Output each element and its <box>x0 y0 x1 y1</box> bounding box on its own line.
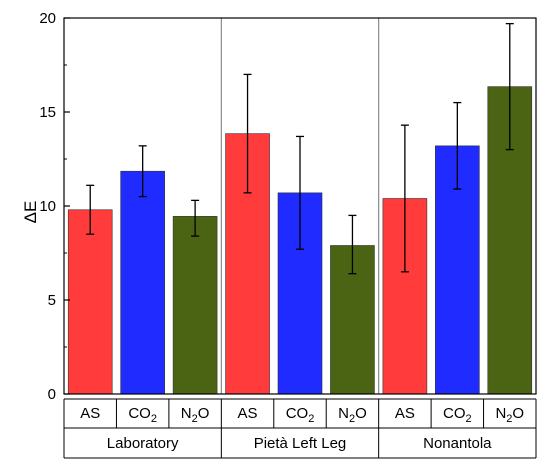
category-label: N2O <box>181 405 210 425</box>
category-label: AS <box>395 405 415 422</box>
y-tick-label: 20 <box>39 10 56 27</box>
bar <box>67 209 113 395</box>
category-label: CO2 <box>443 405 472 425</box>
y-axis-title: ΔE <box>21 201 40 224</box>
bar <box>120 170 165 395</box>
bar <box>172 216 218 395</box>
category-label: CO2 <box>286 405 315 425</box>
y-axis-title-group: ΔE <box>21 201 40 224</box>
y-tick-label: 15 <box>39 104 56 121</box>
group-label: Pietà Left Leg <box>254 435 347 452</box>
y-tick-label: 0 <box>48 386 56 403</box>
group-label: Laboratory <box>107 435 179 452</box>
axes: 0 5 10 15 20 <box>39 10 537 403</box>
category-label: CO2 <box>128 405 157 425</box>
category-label: N2O <box>495 405 524 425</box>
category-label: N2O <box>338 405 367 425</box>
category-label: AS <box>238 405 258 422</box>
y-tick-label: 10 <box>39 198 56 215</box>
group-label: Nonantola <box>423 435 492 452</box>
y-tick-label: 5 <box>48 292 56 309</box>
plot-area <box>67 18 533 395</box>
category-label: AS <box>80 405 100 422</box>
